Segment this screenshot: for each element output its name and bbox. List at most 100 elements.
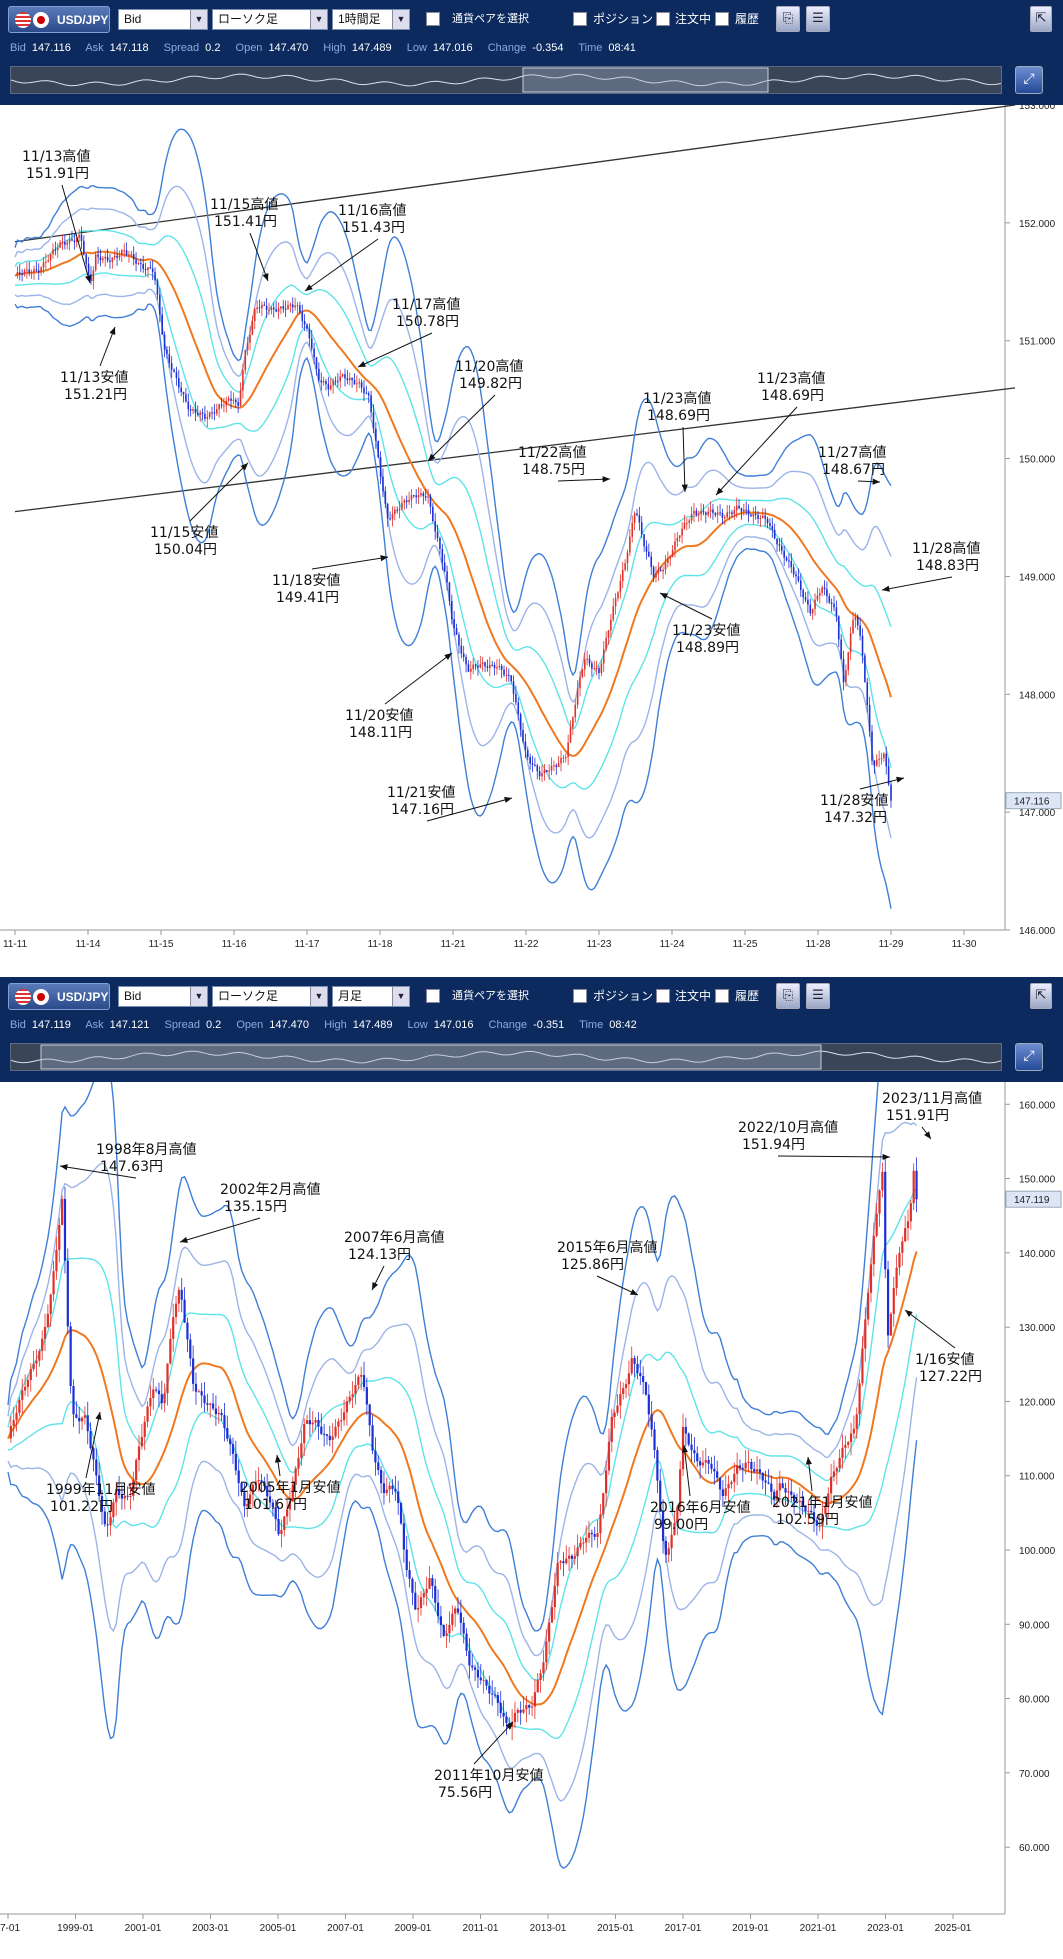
candle-body [724, 1488, 727, 1496]
candle-body [496, 667, 498, 669]
pair-select-checkbox[interactable] [426, 989, 440, 1003]
candle-body [647, 1394, 650, 1415]
candle-body [398, 508, 401, 511]
candle-body [541, 773, 543, 777]
candle-body [401, 502, 403, 509]
price-chart[interactable]: 60.000 70.000 80.000 90.000 100.000 110.000 12… [0, 1082, 1063, 1959]
candle-body [531, 763, 534, 765]
candle-body [72, 1386, 75, 1415]
chart-list-button[interactable]: ☰ [806, 6, 830, 32]
order-checkbox[interactable] [656, 12, 670, 26]
candle-body [154, 272, 156, 281]
y-tick-label: 60.000 [1019, 1843, 1050, 1854]
chart-settings-button[interactable]: ⎘ [776, 983, 800, 1009]
price-tag: 147.119 [1005, 1190, 1062, 1208]
navigator-window[interactable] [522, 67, 769, 93]
symbol-button[interactable]: USD/JPY [8, 983, 110, 1010]
price-chart[interactable]: 146.000 147.000 148.000 149.000 150.000 151.0… [0, 105, 1063, 975]
minimize-button[interactable]: ⇱ [1030, 6, 1052, 32]
candle-body [90, 274, 92, 282]
chart-list-button[interactable]: ☰ [806, 983, 830, 1009]
expand-button[interactable]: ⤢ [1015, 66, 1043, 94]
symbol-button[interactable]: USD/JPY [8, 6, 110, 33]
candle-body [892, 1287, 895, 1314]
candle-body [394, 1488, 397, 1492]
candle-body [830, 1476, 833, 1494]
candle-body [787, 1491, 790, 1493]
pair-select-label: 通貨ペアを選択 [452, 990, 529, 1002]
position-checkbox[interactable] [573, 12, 587, 26]
candle-body [462, 1622, 465, 1634]
position-checkbox[interactable] [573, 989, 587, 1003]
price-type-select[interactable]: Bid ▼ [118, 986, 208, 1007]
candle-body [263, 1481, 266, 1487]
candle-body [377, 440, 380, 458]
candle-body [353, 380, 356, 385]
minimize-button[interactable]: ⇱ [1030, 983, 1052, 1009]
x-tick-label: 11-15 [149, 939, 174, 950]
candle-body [180, 387, 182, 393]
expand-button[interactable]: ⤢ [1015, 1043, 1043, 1071]
candle-body [659, 569, 662, 572]
order-checkbox[interactable] [656, 989, 670, 1003]
candle-body [513, 1712, 517, 1723]
chart-kind-select[interactable]: ローソク足 ▼ [212, 9, 328, 30]
candle-body [432, 506, 434, 522]
timeframe-select[interactable]: 月足 ▼ [332, 986, 410, 1007]
candle-body [574, 704, 577, 718]
candle-body [904, 1228, 907, 1242]
candle-body [600, 663, 603, 674]
chart-kind-select[interactable]: ローソク足 ▼ [212, 986, 328, 1007]
price-type-select[interactable]: Bid ▼ [118, 9, 208, 30]
candle-body [529, 756, 531, 764]
y-tick-label: 146.000 [1019, 926, 1056, 937]
candle-body [83, 240, 85, 255]
chart-settings-button[interactable]: ⎘ [776, 6, 800, 32]
y-tick-label: 149.000 [1019, 572, 1056, 583]
candle-body [688, 520, 691, 523]
candle-body [847, 1442, 850, 1445]
arrowhead-icon [716, 487, 724, 495]
navigator-window[interactable] [40, 1044, 822, 1070]
candle-body [58, 1224, 61, 1250]
candle-body [372, 412, 375, 429]
pair-select-checkbox[interactable] [426, 12, 440, 26]
candle-body [844, 1444, 847, 1448]
history-checkbox[interactable] [715, 989, 729, 1003]
candle-body [747, 1462, 750, 1464]
candle-body [308, 1420, 312, 1425]
annotation-arrow [596, 1275, 639, 1296]
arrowhead-icon [504, 796, 512, 803]
candle-body [826, 589, 828, 597]
time-label: Time [579, 1019, 604, 1031]
candle-body [590, 1532, 593, 1535]
candle-body [496, 1695, 499, 1703]
annotation-value: 151.91円 [26, 166, 89, 182]
candle-body [180, 1289, 183, 1300]
candle-body [832, 1471, 836, 1477]
annotation-value: 102.59円 [776, 1512, 839, 1528]
range-navigator[interactable] [10, 66, 1002, 94]
candle-body [385, 1489, 388, 1494]
candle-body [132, 254, 135, 260]
candle-body [223, 1415, 226, 1429]
timeframe-select[interactable]: 1時間足 ▼ [332, 9, 410, 30]
candle-body [627, 1373, 630, 1385]
candle-body [152, 1389, 155, 1399]
candle-body [576, 1547, 579, 1557]
bid-label: Bid [10, 1019, 26, 1031]
y-tick-label: 153.000 [1019, 105, 1056, 112]
history-checkbox[interactable] [715, 12, 729, 26]
candle-body [616, 1405, 619, 1413]
candle-body [360, 382, 363, 388]
candle-body [804, 1505, 807, 1512]
candle-body [766, 518, 769, 524]
annotation-label: 1998年8月高値 [96, 1141, 197, 1158]
candle-body [707, 511, 710, 515]
candle-body [129, 1495, 132, 1497]
candle-body [610, 619, 612, 631]
candle-body [111, 257, 114, 262]
range-navigator[interactable] [10, 1043, 1002, 1071]
